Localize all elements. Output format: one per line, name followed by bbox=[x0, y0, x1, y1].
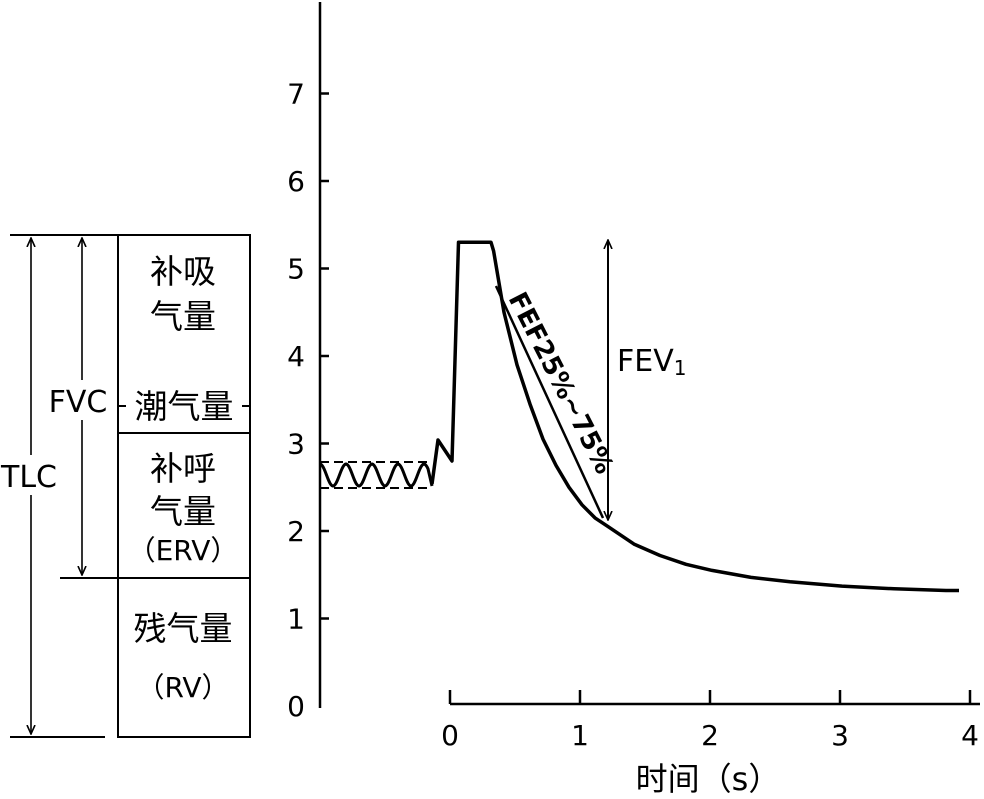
y-tick-label: 7 bbox=[287, 78, 305, 111]
erv-label-line2: 气量 bbox=[150, 492, 216, 531]
tlc-label: TLC bbox=[0, 460, 57, 495]
y-tick-label: 0 bbox=[287, 690, 305, 723]
y-tick-label: 3 bbox=[287, 428, 305, 461]
y-tick-label: 2 bbox=[287, 515, 305, 548]
spirogram-chart: 0 1 2 3 4 5 6 7 0 1 2 3 4 时间（s） FEF25%~75% FEV1 bbox=[287, 2, 980, 798]
y-axis-ticks: 0 1 2 3 4 5 6 7 bbox=[287, 78, 329, 723]
volume-box-outline bbox=[117, 234, 251, 738]
forced-expiration-curve bbox=[430, 240, 959, 593]
x-tick-label: 0 bbox=[441, 719, 459, 752]
erv-label-line3: （ERV） bbox=[128, 534, 239, 567]
tidal-volume-label: 潮气量 bbox=[135, 387, 234, 426]
irv-label-line1: 补吸 bbox=[150, 252, 216, 291]
x-tick-label: 3 bbox=[831, 719, 849, 752]
y-tick-label: 4 bbox=[287, 340, 305, 373]
fev1-annotation: FEV1 bbox=[617, 344, 686, 380]
y-tick-label: 6 bbox=[287, 165, 305, 198]
lung-volume-diagram: TLC FVC 补吸 气量 潮气量 补呼 气量 （ERV） 残气量 （RV） bbox=[0, 234, 251, 738]
x-tick-label: 2 bbox=[701, 719, 719, 752]
x-axis-label: 时间（s） bbox=[636, 760, 781, 794]
tidal-breathing bbox=[319, 461, 434, 489]
fvc-label: FVC bbox=[49, 385, 108, 420]
rv-label-line1: 残气量 bbox=[134, 609, 233, 648]
erv-label-line1: 补呼 bbox=[150, 449, 216, 488]
y-tick-label: 1 bbox=[287, 603, 305, 636]
tidal-wave-curve bbox=[319, 462, 434, 488]
fef-annotation: FEF25%~75% bbox=[502, 288, 619, 479]
x-tick-label: 1 bbox=[571, 719, 589, 752]
y-tick-label: 5 bbox=[287, 253, 305, 286]
rv-label-line2: （RV） bbox=[136, 671, 229, 704]
x-axis-ticks: 0 1 2 3 4 bbox=[441, 690, 979, 752]
irv-label-line2: 气量 bbox=[150, 297, 216, 336]
x-tick-label: 4 bbox=[961, 719, 979, 752]
fef-chord-line bbox=[494, 285, 605, 519]
